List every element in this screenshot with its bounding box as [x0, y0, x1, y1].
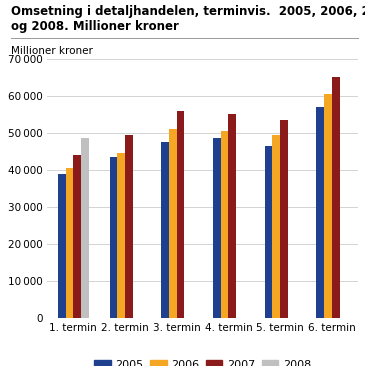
Text: Millioner kroner: Millioner kroner [11, 46, 93, 56]
Bar [332, 77, 339, 318]
Bar [221, 131, 228, 318]
Bar [66, 168, 73, 318]
Bar [73, 155, 81, 318]
Bar [177, 111, 184, 318]
Bar [169, 129, 177, 318]
Legend: 2005, 2006, 2007, 2008: 2005, 2006, 2007, 2008 [89, 355, 316, 366]
Bar [265, 146, 272, 318]
Bar [81, 138, 89, 318]
Text: Omsetning i detaljhandelen, terminvis.  2005, 2006, 2007: Omsetning i detaljhandelen, terminvis. 2… [11, 5, 365, 19]
Bar [324, 94, 332, 318]
Bar [117, 153, 125, 318]
Bar [228, 114, 236, 318]
Bar [272, 135, 280, 318]
Bar [58, 173, 66, 318]
Bar [110, 157, 117, 318]
Bar [213, 138, 221, 318]
Bar [161, 142, 169, 318]
Text: og 2008. Millioner kroner: og 2008. Millioner kroner [11, 20, 179, 33]
Bar [125, 135, 133, 318]
Bar [280, 120, 288, 318]
Bar [316, 107, 324, 318]
